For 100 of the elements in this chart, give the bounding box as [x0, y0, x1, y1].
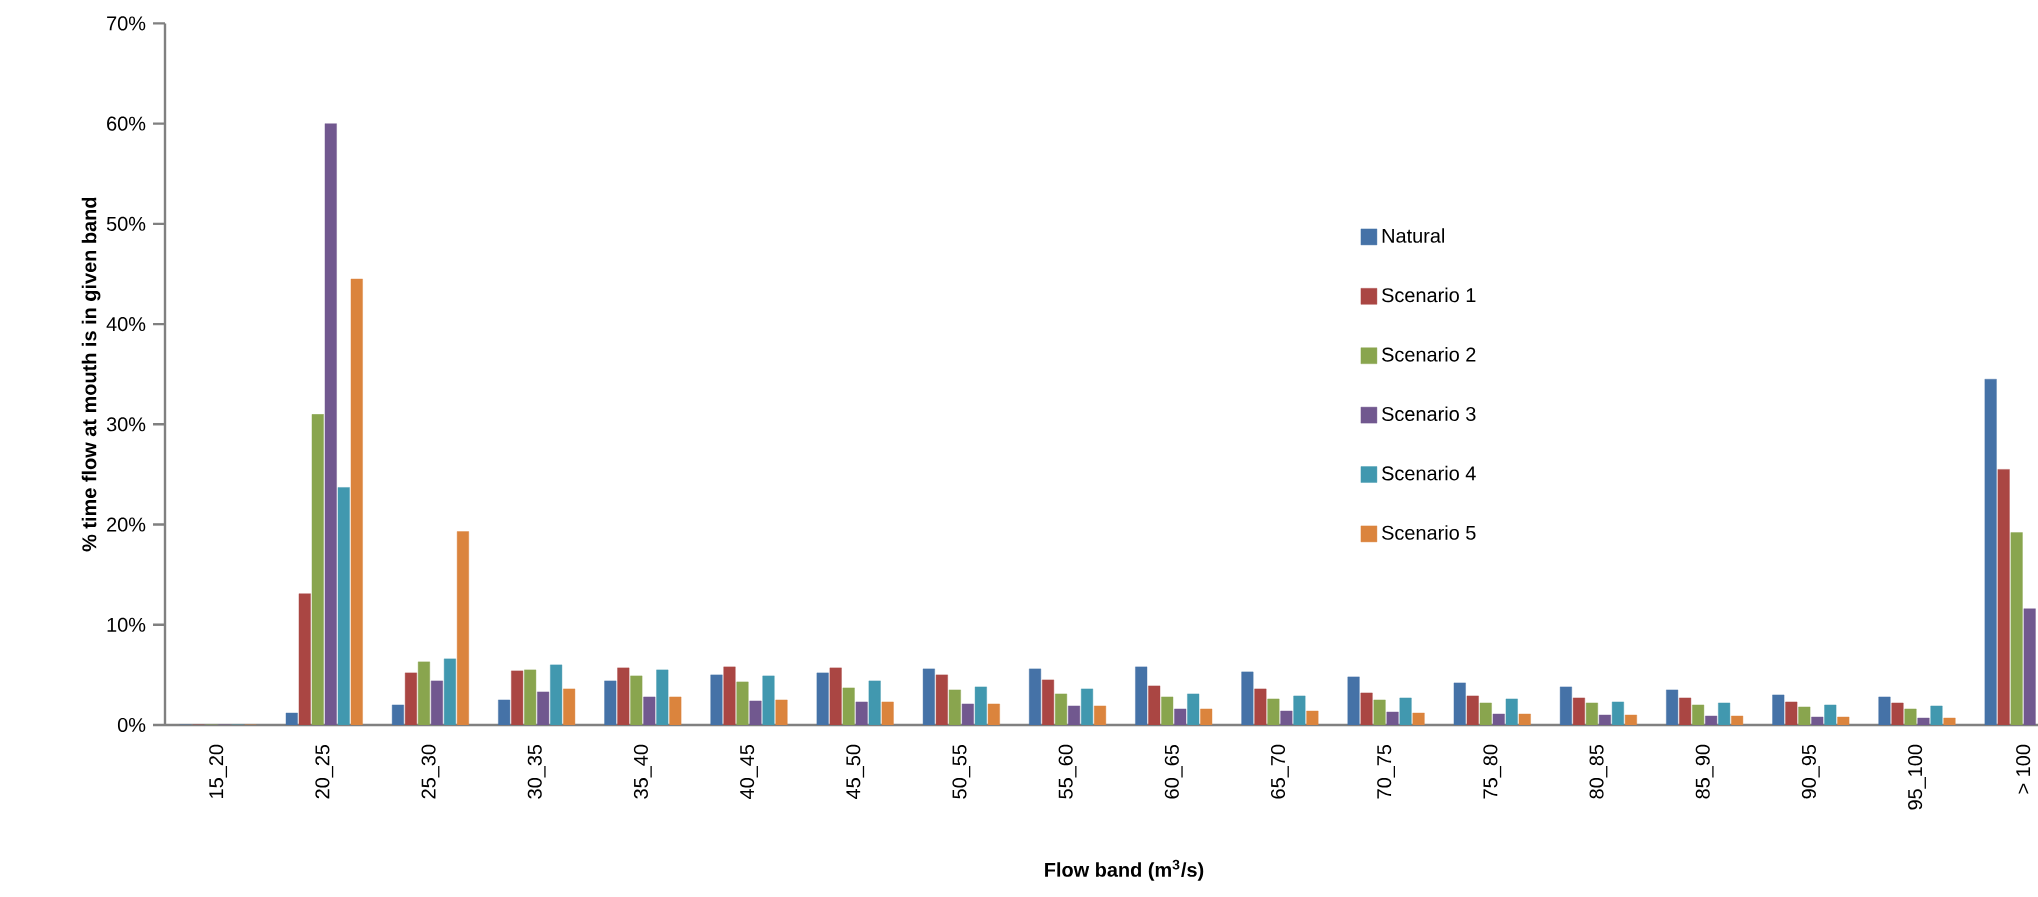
legend-label: Natural [1382, 228, 1445, 243]
bar [829, 667, 842, 725]
bar [350, 278, 363, 725]
x-tick-label: 25_30 [421, 744, 440, 799]
bar [842, 687, 855, 725]
bar [1453, 682, 1466, 725]
bar [1492, 713, 1505, 725]
bar [762, 675, 775, 725]
bar [710, 674, 723, 725]
bar [1824, 704, 1837, 725]
bar [630, 675, 643, 725]
bar [868, 680, 881, 725]
bar [1705, 715, 1718, 725]
bar [1094, 705, 1107, 725]
y-tick-label: 40% [106, 317, 146, 332]
bar [1399, 697, 1412, 725]
bar [1624, 714, 1637, 725]
bar [961, 703, 974, 725]
bar [1904, 708, 1917, 725]
bar [816, 672, 829, 725]
bar [974, 686, 987, 725]
bar [1572, 697, 1585, 725]
bar [1055, 693, 1068, 725]
bar [1679, 697, 1692, 725]
bar [749, 700, 762, 725]
bar [948, 689, 961, 725]
bar [669, 696, 682, 725]
x-tick-label: 60_65 [1164, 744, 1183, 799]
bar [324, 123, 337, 725]
bar [723, 666, 736, 725]
bar [1293, 695, 1306, 725]
x-tick-label: 85_90 [1695, 744, 1714, 799]
bar [391, 704, 404, 725]
bar [537, 691, 550, 725]
bar [1373, 699, 1386, 725]
x-axis-title: Flow band (m$^{3}$/s) [1045, 859, 1204, 881]
legend-label: Scenario 5 [1382, 525, 1476, 540]
bar [1042, 679, 1055, 725]
bar [524, 669, 537, 725]
bar [1611, 701, 1624, 725]
bar [511, 670, 524, 725]
bar [1386, 711, 1399, 725]
bar [1666, 689, 1679, 725]
bar [1306, 710, 1319, 725]
bar [498, 699, 511, 725]
bar [935, 674, 948, 725]
bar [1148, 685, 1161, 725]
bar [1135, 666, 1148, 725]
bar [1254, 688, 1267, 725]
legend-label: Scenario 3 [1382, 406, 1476, 422]
bar [1466, 695, 1479, 725]
bar [1798, 706, 1811, 725]
bar [430, 680, 443, 725]
bar [1479, 702, 1492, 725]
bar [1505, 698, 1518, 725]
bar [1811, 716, 1824, 725]
bar [1187, 693, 1200, 725]
bar [1878, 696, 1891, 725]
bar [1174, 708, 1187, 725]
x-tick-label: 80_85 [1589, 744, 1608, 799]
bar [1081, 688, 1094, 725]
bar [443, 658, 456, 725]
bar [311, 414, 324, 725]
bar [1280, 710, 1293, 725]
bar [775, 699, 788, 725]
bar [1068, 705, 1081, 725]
x-tick-label: 50_55 [952, 744, 971, 799]
bar [987, 703, 1000, 725]
bar [1360, 692, 1373, 725]
x-tick-label: 15_20 [209, 744, 228, 798]
bar [417, 661, 430, 725]
bar [337, 487, 350, 725]
x-tick-label: > 100 [2016, 744, 2031, 794]
y-tick-label: 10% [107, 617, 146, 632]
bar [643, 696, 656, 725]
y-tick-label: 30% [106, 417, 146, 432]
legend-label: Scenario 1 [1382, 287, 1476, 303]
bar [1267, 698, 1280, 725]
x-tick-label: 30_35 [527, 744, 546, 799]
x-tick-label: 95_100 [1908, 744, 1926, 810]
bar [1559, 686, 1572, 725]
bar [1984, 379, 1997, 725]
bar [1917, 717, 1930, 725]
bar [1585, 702, 1598, 725]
y-axis-title: % time flow at mouth is in given band [81, 197, 101, 552]
bar [881, 701, 894, 725]
bar [1518, 713, 1531, 725]
bar [285, 712, 298, 725]
x-tick-label: 45_50 [846, 744, 865, 799]
bar [298, 593, 311, 725]
bar [2023, 608, 2036, 725]
bar [1200, 708, 1213, 725]
bar [1785, 701, 1798, 725]
x-tick-label: 40_45 [740, 744, 758, 799]
bar [456, 531, 469, 725]
bar [2010, 532, 2023, 725]
bar [1718, 702, 1731, 725]
y-tick-label: 60% [107, 116, 146, 131]
legend-label: Scenario 4 [1382, 465, 1476, 481]
y-tick-label: 50% [106, 216, 146, 231]
